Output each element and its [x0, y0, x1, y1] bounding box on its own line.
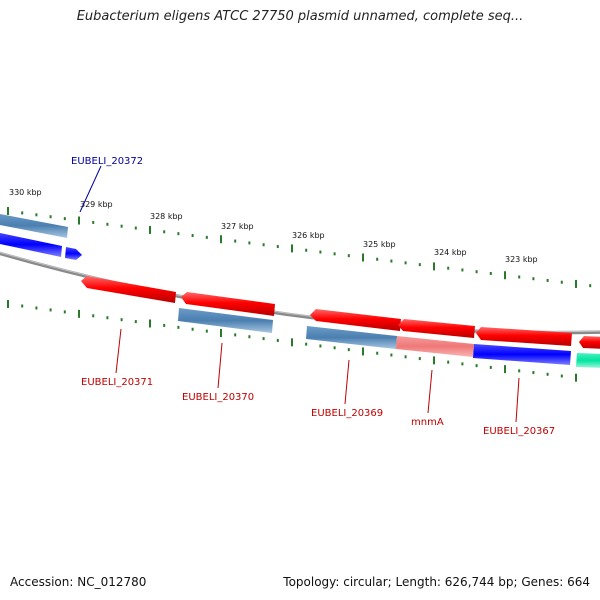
leader-line [427, 369, 433, 414]
tick-label: 327 kbp [221, 222, 254, 231]
topology-summary: Topology: circular; Length: 626,744 bp; … [283, 575, 590, 589]
leader-line [515, 377, 520, 423]
gene-feature-eubeli-20369[interactable] [306, 326, 397, 349]
inner-scale-ticks [7, 300, 577, 382]
gene-label-eubeli-20370[interactable]: EUBELI_20370 [182, 392, 254, 403]
leader-line [217, 342, 223, 389]
scale-labels: 330 kbp 329 kbp 328 kbp 327 kbp 326 kbp … [9, 188, 538, 264]
gene-feature-mnma[interactable] [396, 336, 474, 357]
gene-label-eubeli-20372[interactable]: EUBELI_20372 [71, 156, 143, 167]
outer-feature-track [0, 213, 82, 260]
tick-label: 325 kbp [363, 240, 396, 249]
label-leaders [79, 165, 520, 423]
outer-scale-ticks [7, 207, 592, 288]
inner-feature-track [81, 276, 600, 368]
leader-line [79, 165, 102, 213]
gene-feature-eubeli-20370[interactable] [178, 308, 273, 333]
tick-label: 330 kbp [9, 188, 42, 197]
tick-label: 328 kbp [150, 212, 183, 221]
tick-label: 324 kbp [434, 248, 467, 257]
tick-label: 326 kbp [292, 231, 325, 240]
leader-line [115, 328, 122, 374]
gene-label-mnma[interactable]: mnmA [411, 417, 444, 428]
gene-feature-eubeli-20372[interactable] [65, 247, 82, 260]
accession-text: Accession: NC_012780 [10, 575, 147, 589]
gene-feature-eubeli-20370-red[interactable] [181, 292, 275, 316]
gene-label-eubeli-20371[interactable]: EUBELI_20371 [81, 377, 153, 388]
gene-feature-eubeli-20371[interactable] [81, 276, 176, 303]
gene-feature-teal[interactable] [576, 353, 600, 368]
tick-label: 329 kbp [80, 200, 113, 209]
gene-feature-red[interactable] [579, 336, 600, 349]
gene-feature-mnma-red[interactable] [398, 319, 475, 338]
gene-labels: EUBELI_20372 EUBELI_20371 EUBELI_20370 E… [71, 156, 555, 437]
gene-feature-eubeli-20367[interactable] [473, 344, 571, 365]
gene-label-eubeli-20367[interactable]: EUBELI_20367 [483, 426, 555, 437]
leader-line [344, 359, 350, 405]
tick-label: 323 kbp [505, 255, 538, 264]
gene-feature-blue[interactable] [0, 232, 62, 257]
map-title: Eubacterium eligens ATCC 27750 plasmid u… [76, 9, 524, 24]
genome-backbone [0, 251, 600, 335]
gene-feature-red[interactable] [310, 309, 401, 331]
gene-label-eubeli-20369[interactable]: EUBELI_20369 [311, 408, 383, 419]
gene-feature-red[interactable] [476, 327, 572, 346]
gene-feature-steel[interactable] [0, 213, 68, 238]
